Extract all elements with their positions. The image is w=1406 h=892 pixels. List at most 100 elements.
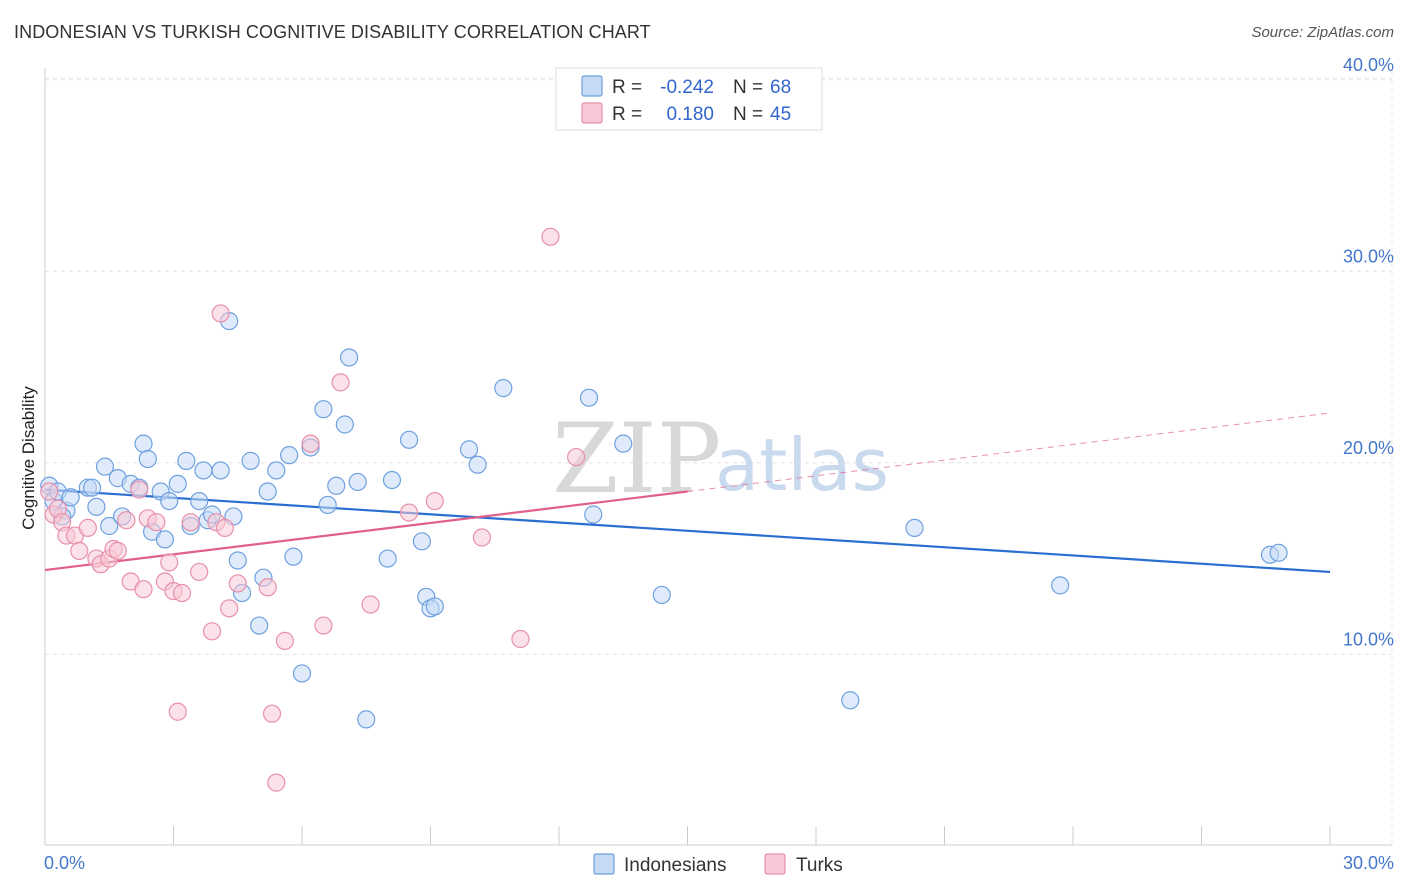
- point-turks: [331, 373, 350, 392]
- point-turks: [511, 629, 530, 649]
- y-tick-label: 30.0%: [1343, 246, 1394, 266]
- point-indonesians: [841, 691, 860, 710]
- point-indonesians: [327, 476, 346, 495]
- point-turks: [117, 511, 136, 530]
- source-credit: Source: ZipAtlas.com: [1251, 24, 1394, 41]
- y-axis-label: Cognitive Disability: [19, 386, 38, 530]
- legend-r-value-1: -0.242: [660, 77, 714, 98]
- point-indonesians: [155, 530, 175, 549]
- point-indonesians: [357, 710, 376, 729]
- point-turks: [147, 513, 166, 532]
- point-turks: [168, 702, 187, 721]
- point-indonesians: [61, 488, 80, 507]
- point-indonesians: [468, 455, 487, 474]
- point-turks: [301, 434, 320, 453]
- trend-line-indonesians: [44, 488, 1331, 574]
- data-points: [40, 227, 1288, 792]
- bottom-legend-swatch-indonesians: [593, 853, 615, 875]
- legend-swatch-turks: [581, 102, 603, 124]
- point-turks: [78, 518, 97, 538]
- chart-title: INDONESIAN VS TURKISH COGNITIVE DISABILI…: [14, 22, 651, 42]
- point-indonesians: [194, 461, 213, 480]
- point-turks: [425, 492, 444, 511]
- point-indonesians: [280, 446, 299, 465]
- point-turks: [190, 562, 209, 582]
- point-indonesians: [228, 551, 247, 570]
- point-turks: [258, 578, 277, 597]
- legend-r-value-2: 0.180: [666, 104, 714, 125]
- point-indonesians: [340, 348, 359, 367]
- point-indonesians: [190, 492, 209, 511]
- point-indonesians: [241, 451, 260, 470]
- point-indonesians: [100, 516, 119, 536]
- x-tick-label: 30.0%: [1343, 853, 1394, 873]
- point-indonesians: [168, 474, 187, 493]
- point-turks: [541, 227, 560, 246]
- legend-n-label-2: N =: [733, 104, 763, 125]
- legend-n-value-1: 68: [770, 77, 791, 98]
- bottom-legend-label-indonesians: Indonesians: [624, 855, 726, 876]
- point-indonesians: [584, 505, 603, 524]
- point-turks: [202, 622, 222, 641]
- point-indonesians: [652, 585, 671, 605]
- y-tick-label: 40.0%: [1343, 55, 1394, 75]
- point-turks: [134, 580, 153, 599]
- point-turks: [228, 574, 247, 593]
- trend-lines: [44, 412, 1331, 574]
- legend-swatch-indonesians: [581, 75, 603, 97]
- point-indonesians: [83, 478, 102, 497]
- point-indonesians: [1051, 576, 1070, 595]
- point-turks: [399, 503, 419, 522]
- point-turks: [314, 616, 333, 635]
- point-turks: [211, 304, 230, 323]
- point-turks: [215, 518, 234, 538]
- legend-n-label-1: N =: [733, 77, 763, 98]
- point-indonesians: [160, 492, 179, 511]
- point-indonesians: [614, 434, 633, 453]
- y-tick-label: 10.0%: [1343, 629, 1394, 649]
- watermark: ZIP atlas: [552, 403, 889, 515]
- legend-n-value-2: 45: [770, 104, 791, 125]
- point-indonesians: [250, 616, 269, 635]
- point-indonesians: [459, 440, 479, 459]
- x-tick-label: 0.0%: [44, 853, 85, 873]
- point-indonesians: [335, 415, 354, 434]
- point-indonesians: [425, 597, 444, 616]
- bottom-legend-swatch-turks: [764, 853, 786, 875]
- point-turks: [267, 773, 286, 792]
- point-turks: [275, 631, 294, 650]
- axes: [44, 68, 1392, 846]
- point-indonesians: [314, 400, 333, 419]
- point-indonesians: [382, 470, 402, 490]
- series-legend: Indonesians Turks: [593, 853, 843, 876]
- point-indonesians: [258, 482, 277, 501]
- point-indonesians: [579, 388, 599, 407]
- point-indonesians: [284, 547, 303, 566]
- point-indonesians: [905, 518, 924, 538]
- point-indonesians: [134, 434, 153, 453]
- point-turks: [130, 480, 149, 499]
- point-indonesians: [412, 532, 432, 551]
- point-indonesians: [267, 461, 286, 480]
- point-indonesians: [399, 430, 419, 449]
- point-indonesians: [138, 449, 157, 469]
- point-turks: [70, 541, 89, 560]
- y-tick-label: 20.0%: [1343, 438, 1394, 458]
- point-turks: [172, 583, 192, 603]
- stats-legend: R = -0.242 N = 68 R = 0.180 N = 45: [555, 67, 823, 131]
- legend-r-label-1: R =: [612, 77, 642, 98]
- gridlines: [45, 72, 1393, 845]
- legend-r-label-2: R =: [612, 104, 642, 125]
- trend-line-extended-turks: [687, 412, 1331, 493]
- point-turks: [472, 528, 491, 547]
- point-indonesians: [348, 472, 367, 492]
- point-indonesians: [318, 495, 337, 515]
- point-turks: [361, 595, 380, 614]
- point-turks: [160, 553, 179, 572]
- point-turks: [181, 513, 200, 532]
- point-indonesians: [211, 461, 230, 480]
- point-indonesians: [1269, 543, 1288, 562]
- point-turks: [40, 482, 59, 501]
- watermark-atlas: atlas: [715, 423, 889, 507]
